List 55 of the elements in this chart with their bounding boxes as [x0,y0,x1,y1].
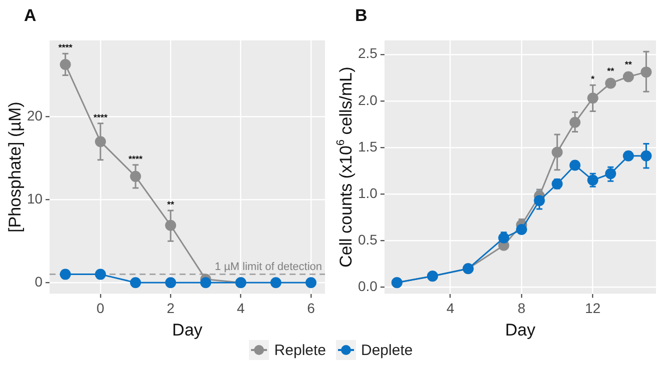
point [534,195,545,206]
legend-label: Deplete [361,342,413,358]
point [605,78,616,89]
point [60,58,71,70]
annotation: ** [624,60,632,70]
x-tick-label: 0 [96,300,105,316]
point [94,268,106,280]
x-tick-label: 8 [518,300,526,316]
annotation: ** [607,66,615,76]
y-axis-title: Cell counts (x106 cells/mL) [335,66,356,268]
x-tick-label: 2 [166,300,175,316]
point [587,92,598,104]
annotation: * [591,74,596,84]
y-tick-label: 20 [26,108,43,124]
y-tick-label: 0.0 [358,278,378,294]
point [94,136,106,148]
annotation: ** [167,199,175,210]
y-tick-label: 2.5 [358,45,378,62]
y-tick-label: 0.5 [358,232,378,248]
point [165,277,176,288]
y-axis-title: [Phosphate] (µM) [6,102,25,232]
chart-title: A [24,6,36,25]
point [165,220,176,231]
x-tick-label: 6 [307,300,316,316]
x-axis-title: Day [172,320,203,340]
annotation: **** [93,112,108,122]
x-tick-label: 4 [236,300,245,316]
y-tick-label: 10 [26,190,43,207]
point [569,160,580,171]
point [552,146,563,158]
point [516,224,528,236]
y-tick-label: 0 [34,273,43,290]
point [569,116,580,128]
point [60,268,71,280]
point [200,277,212,288]
legend-label: Replete [274,342,326,358]
point [130,170,142,182]
y-tick-label: 2.0 [358,92,378,108]
y-tick-label: 1.0 [358,184,378,201]
point [270,277,282,288]
point [640,150,652,162]
ref-line-label: 1 µM limit of detection [214,260,322,273]
point [305,277,316,288]
y-tick-label: 1.5 [358,138,378,154]
point [622,150,634,162]
point [605,168,616,180]
annotation: **** [58,42,73,53]
chart-title: B [355,6,368,25]
x-axis-title: Day [505,320,536,340]
point [130,277,142,288]
x-tick-label: 12 [585,300,601,316]
x-tick-label: 4 [446,300,454,316]
point [640,66,652,78]
point [622,71,634,82]
annotation: **** [128,154,144,164]
